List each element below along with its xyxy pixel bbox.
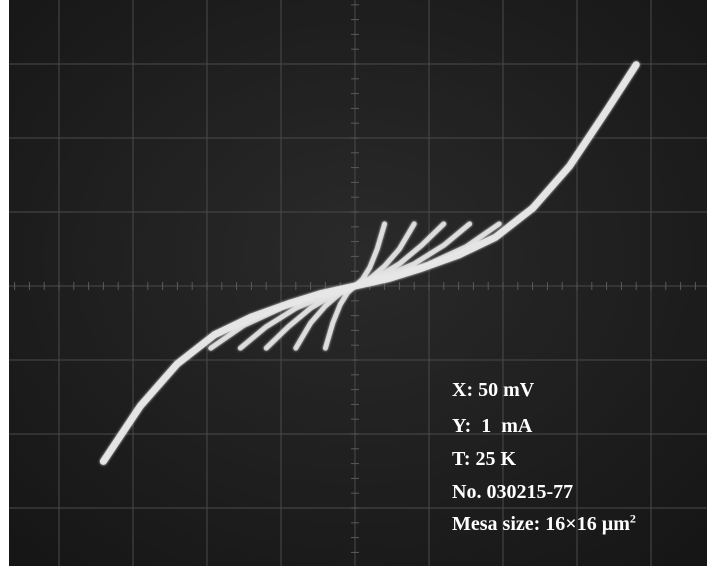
temperature-label: T: 25 K	[452, 448, 517, 470]
mesa-size-text: Mesa size: 16×16 µm	[452, 513, 630, 535]
curves	[99, 61, 640, 465]
grid	[9, 0, 707, 566]
mesa-size-label: Mesa size: 16×16 µm2	[452, 512, 636, 536]
oscilloscope-screen	[9, 0, 707, 566]
x-scale-label: X: 50 mV	[452, 379, 535, 401]
y-scale-label: Y: 1 mA	[452, 415, 533, 437]
iv-trace-6	[322, 221, 388, 351]
mesa-size-superscript: 2	[629, 511, 636, 526]
iv-curve-plot	[9, 0, 707, 566]
sample-number-label: No. 030215-77	[452, 481, 574, 503]
